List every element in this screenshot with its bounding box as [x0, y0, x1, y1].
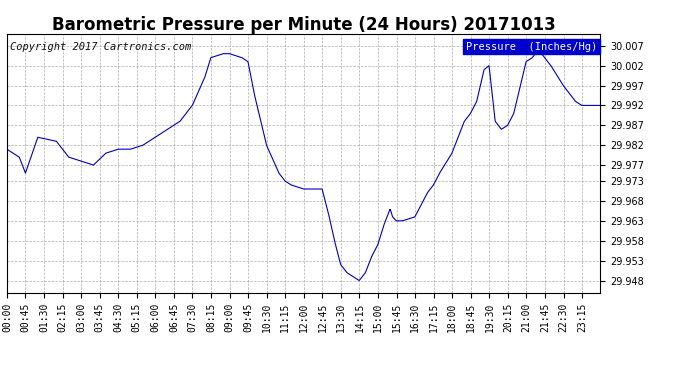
- Text: Pressure  (Inches/Hg): Pressure (Inches/Hg): [466, 42, 598, 51]
- Title: Barometric Pressure per Minute (24 Hours) 20171013: Barometric Pressure per Minute (24 Hours…: [52, 16, 555, 34]
- Text: Copyright 2017 Cartronics.com: Copyright 2017 Cartronics.com: [10, 42, 191, 51]
